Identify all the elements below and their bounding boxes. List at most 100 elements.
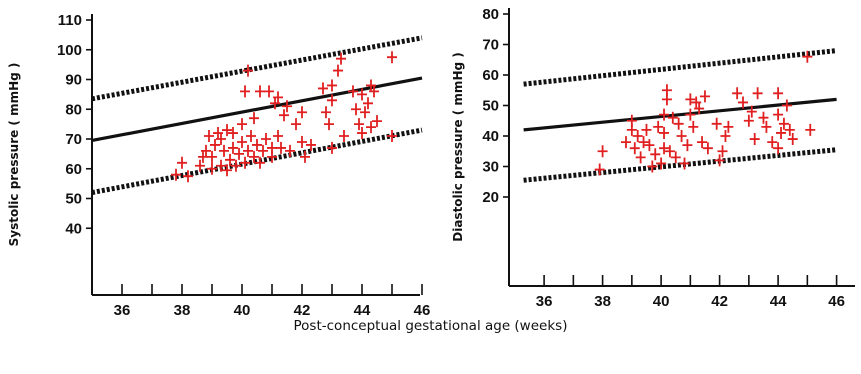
data-point: [714, 154, 725, 167]
data-point: [201, 144, 211, 157]
data-point: [629, 142, 640, 155]
data-point: [228, 141, 238, 154]
lower-line: [523, 147, 837, 183]
y-tick-label: 20: [482, 189, 499, 206]
data-point: [279, 109, 289, 122]
data-point: [688, 120, 699, 133]
data-point: [679, 157, 690, 170]
data-point: [276, 141, 286, 154]
data-point: [670, 151, 681, 164]
y-tick-label: 40: [482, 128, 499, 145]
data-point: [228, 127, 238, 140]
data-point: [264, 85, 274, 98]
shared-x-axis-label: Post-conceptual gestational age (weeks): [293, 318, 568, 334]
data-point: [685, 93, 696, 106]
x-tick-label: 38: [174, 302, 191, 319]
data-point: [749, 133, 760, 146]
x-tick-label: 36: [536, 293, 553, 310]
data-point: [297, 135, 307, 148]
data-point: [243, 64, 253, 77]
data-point: [787, 133, 798, 146]
data-point: [781, 99, 792, 112]
y-axis-label: Diastolic pressure ( mmHg ): [451, 52, 465, 242]
y-tick-label: 40: [65, 220, 82, 237]
data-point: [333, 64, 343, 77]
data-point: [252, 138, 262, 151]
systolic-chart: 40 50 60 70 80 90 100 110 36 38 40 42 44 46 Systolic p…: [7, 12, 430, 319]
data-point: [339, 130, 349, 143]
data-point: [285, 144, 295, 157]
data-point: [237, 118, 247, 131]
data-point: [195, 159, 205, 172]
data-point: [318, 82, 328, 95]
data-point: [597, 145, 608, 158]
data-point: [231, 159, 241, 172]
x-tick-label: 40: [653, 293, 670, 310]
data-point: [752, 87, 763, 100]
data-point: [664, 145, 675, 158]
data-point: [694, 102, 705, 115]
data-point: [746, 105, 757, 118]
data-point: [626, 114, 637, 127]
data-point: [300, 150, 310, 163]
data-point: [776, 126, 787, 139]
mean-line: [523, 97, 837, 132]
data-point: [773, 142, 784, 155]
x-tick-label: 40: [234, 302, 251, 319]
mean-line: [91, 76, 423, 143]
data-point: [273, 91, 283, 104]
data-point: [653, 120, 664, 133]
data-point: [720, 130, 731, 142]
data-point: [650, 148, 661, 161]
x-tick-label: 46: [414, 302, 431, 319]
data-point: [697, 136, 708, 149]
data-point: [261, 133, 271, 145]
y-tick-label: 70: [65, 131, 82, 148]
data-point: [243, 144, 253, 157]
data-point: [369, 85, 379, 98]
data-point: [644, 139, 655, 152]
data-point: [327, 141, 337, 154]
data-point: [204, 130, 214, 143]
data-point: [699, 90, 710, 103]
data-point: [240, 156, 250, 169]
data-point: [632, 130, 643, 142]
y-tick-label: 30: [482, 159, 499, 176]
data-point: [773, 87, 784, 100]
data-point: [249, 150, 259, 163]
y-tick-label: 50: [65, 191, 82, 208]
data-point: [327, 79, 337, 92]
y-tick-label: 100: [57, 42, 82, 59]
data-point: [306, 138, 316, 151]
data-point: [711, 117, 722, 130]
data-point: [210, 138, 220, 151]
data-point: [732, 87, 743, 100]
data-point: [767, 136, 778, 149]
data-point: [222, 124, 232, 137]
data-point: [258, 144, 268, 157]
data-point: [641, 123, 652, 136]
data-point: [778, 117, 789, 130]
lower-line: [91, 127, 423, 196]
data-point: [255, 156, 265, 169]
data-point: [717, 145, 728, 158]
data-point: [357, 127, 367, 140]
x-tick-label: 42: [294, 302, 311, 319]
data-point: [249, 112, 259, 125]
data-point: [691, 96, 702, 109]
data-point: [348, 85, 358, 98]
data-point: [282, 100, 292, 113]
upper-line: [523, 48, 837, 87]
data-point: [685, 108, 696, 121]
upper-line: [91, 35, 423, 102]
x-tick-label: 44: [770, 293, 787, 310]
y-tick-label: 110: [58, 12, 82, 29]
data-point: [207, 150, 217, 163]
y-axis-label: Systolic pressure ( mmHg ): [7, 63, 21, 247]
data-point: [773, 108, 784, 121]
data-point: [351, 103, 361, 116]
data-point: [237, 135, 247, 148]
data-point: [234, 147, 244, 160]
y-tick-label: 60: [65, 161, 82, 178]
